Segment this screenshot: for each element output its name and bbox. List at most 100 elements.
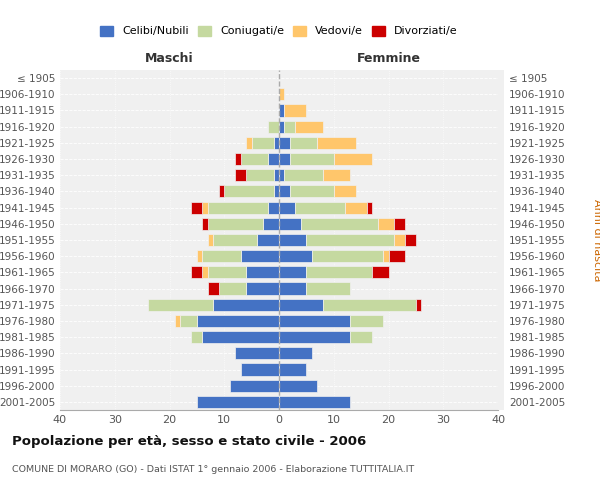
Bar <box>307 282 350 294</box>
Bar <box>279 234 307 246</box>
Bar <box>175 315 181 327</box>
Bar <box>279 396 350 408</box>
Bar <box>284 104 307 117</box>
Bar <box>251 137 274 149</box>
Bar <box>274 186 279 198</box>
Bar <box>214 298 279 311</box>
Bar <box>219 282 246 294</box>
Bar <box>202 266 208 278</box>
Bar <box>197 250 202 262</box>
Bar <box>389 250 405 262</box>
Bar <box>241 250 279 262</box>
Bar <box>268 120 279 132</box>
Bar <box>394 218 405 230</box>
Bar <box>279 266 307 278</box>
Text: Popolazione per età, sesso e stato civile - 2006: Popolazione per età, sesso e stato civil… <box>12 435 366 448</box>
Bar <box>312 250 383 262</box>
Bar <box>405 234 416 246</box>
Bar <box>219 186 224 198</box>
Bar <box>344 202 367 213</box>
Bar <box>208 282 219 294</box>
Bar <box>279 380 317 392</box>
Bar <box>148 298 214 311</box>
Text: Femmine: Femmine <box>356 52 421 65</box>
Bar <box>181 315 197 327</box>
Bar <box>350 331 372 343</box>
Bar <box>202 202 208 213</box>
Bar <box>334 153 372 165</box>
Bar <box>214 234 257 246</box>
Bar <box>208 266 246 278</box>
Bar <box>208 218 263 230</box>
Bar <box>279 104 284 117</box>
Bar <box>230 380 279 392</box>
Bar <box>268 202 279 213</box>
Bar <box>191 331 202 343</box>
Bar <box>246 169 274 181</box>
Bar <box>394 234 405 246</box>
Bar <box>383 250 389 262</box>
Bar <box>279 153 290 165</box>
Bar <box>246 282 279 294</box>
Bar <box>279 331 350 343</box>
Bar <box>317 137 356 149</box>
Bar <box>274 169 279 181</box>
Bar <box>268 153 279 165</box>
Bar <box>279 137 290 149</box>
Bar <box>208 234 214 246</box>
Bar <box>235 348 279 360</box>
Bar <box>279 298 323 311</box>
Bar <box>334 186 356 198</box>
Bar <box>202 218 208 230</box>
Bar <box>197 315 279 327</box>
Bar <box>323 298 416 311</box>
Bar <box>279 348 312 360</box>
Bar <box>372 266 389 278</box>
Bar <box>284 120 295 132</box>
Bar <box>279 186 290 198</box>
Bar <box>208 202 268 213</box>
Bar <box>279 218 301 230</box>
Bar <box>191 266 202 278</box>
Bar <box>279 169 284 181</box>
Bar <box>241 364 279 376</box>
Bar <box>263 218 279 230</box>
Bar <box>246 266 279 278</box>
Bar <box>290 186 334 198</box>
Bar <box>246 137 251 149</box>
Bar <box>350 315 383 327</box>
Bar <box>279 202 295 213</box>
Text: Anni di nascita: Anni di nascita <box>592 198 600 281</box>
Bar <box>202 250 241 262</box>
Legend: Celibi/Nubili, Coniugati/e, Vedovi/e, Divorziati/e: Celibi/Nubili, Coniugati/e, Vedovi/e, Di… <box>96 21 462 41</box>
Bar <box>301 218 377 230</box>
Bar <box>235 153 241 165</box>
Bar <box>307 234 394 246</box>
Bar <box>307 266 372 278</box>
Bar <box>274 137 279 149</box>
Bar <box>295 120 323 132</box>
Bar <box>279 364 307 376</box>
Bar <box>367 202 372 213</box>
Bar <box>197 396 279 408</box>
Bar <box>416 298 421 311</box>
Bar <box>279 120 284 132</box>
Text: Maschi: Maschi <box>145 52 194 65</box>
Bar <box>235 169 246 181</box>
Bar <box>279 250 312 262</box>
Bar <box>295 202 345 213</box>
Bar <box>224 186 274 198</box>
Bar <box>257 234 279 246</box>
Bar <box>279 282 307 294</box>
Bar <box>191 202 202 213</box>
Bar <box>241 153 268 165</box>
Text: COMUNE DI MORARO (GO) - Dati ISTAT 1° gennaio 2006 - Elaborazione TUTTITALIA.IT: COMUNE DI MORARO (GO) - Dati ISTAT 1° ge… <box>12 465 414 474</box>
Bar <box>290 153 334 165</box>
Bar <box>323 169 350 181</box>
Bar <box>279 88 284 101</box>
Bar <box>284 169 323 181</box>
Bar <box>279 315 350 327</box>
Bar <box>290 137 317 149</box>
Bar <box>377 218 394 230</box>
Bar <box>202 331 279 343</box>
